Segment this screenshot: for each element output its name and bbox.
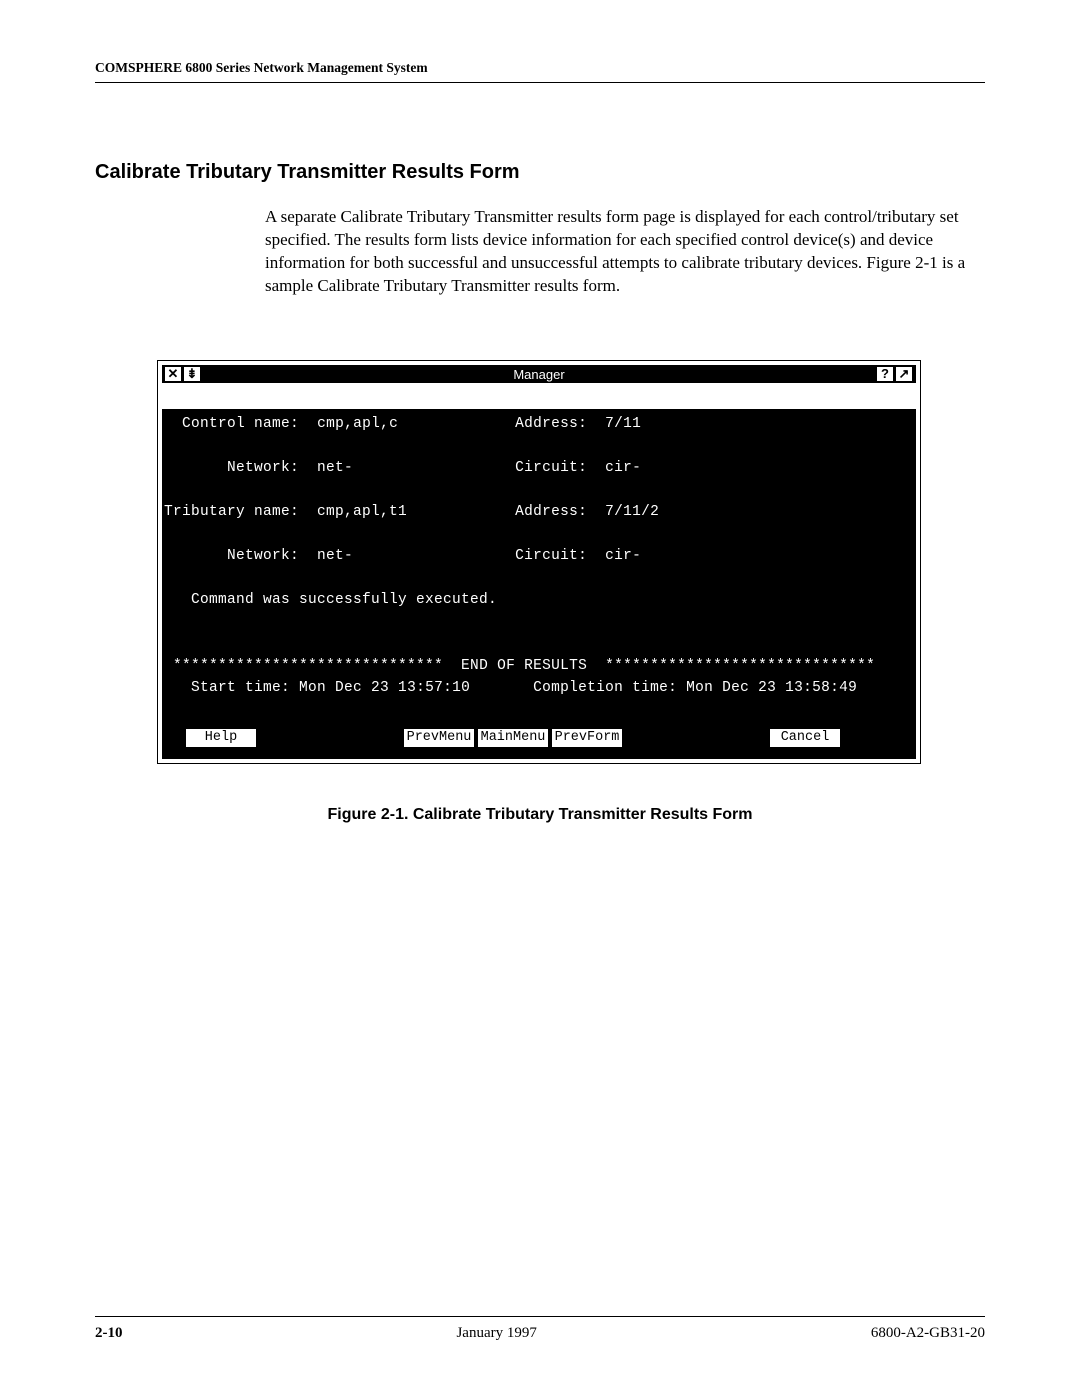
terminal-titlebar: ✕ ⇟ Manager ? ↗: [162, 365, 916, 383]
footer-doc-id: 6800-A2-GB31-20: [871, 1325, 985, 1342]
prevmenu-button[interactable]: PrevMenu: [404, 729, 474, 747]
figure-caption: Figure 2-1. Calibrate Tributary Transmit…: [95, 806, 985, 824]
network2-value: net-: [317, 548, 353, 564]
circuit1-label: Circuit:: [515, 460, 587, 476]
resize-icon[interactable]: ↗: [895, 366, 913, 382]
menu-empty-slot: [626, 729, 694, 747]
terminal-menu-bar: Help PrevMenu MainMenu PrevForm Cancel: [162, 727, 916, 751]
trib-addr-value: 7/11/2: [605, 504, 659, 520]
help-icon[interactable]: ?: [876, 366, 894, 382]
page-label: Page: [836, 388, 872, 404]
terminal-subtitle-bar: RESULTS - CALIBRATE TRIBUTARY TRANSMITTE…: [162, 383, 916, 409]
page-number: 1: [899, 388, 908, 404]
control-addr-label: Address:: [515, 416, 587, 432]
minimize-icon[interactable]: ⇟: [183, 366, 201, 382]
terminal-window: ✕ ⇟ Manager ? ↗ RESULTS - CALIBRATE TRIB…: [162, 365, 916, 759]
end-of-results: ****************************** END OF RE…: [173, 658, 875, 674]
trib-name-label: Tributary name:: [164, 504, 299, 520]
section-heading: Calibrate Tributary Transmitter Results …: [95, 161, 985, 184]
network1-label: Network:: [227, 460, 299, 476]
trib-name-value: cmp,apl,t1: [317, 504, 407, 520]
circuit1-value: cir-: [605, 460, 641, 476]
close-icon[interactable]: ✕: [164, 366, 182, 382]
circuit2-value: cir-: [605, 548, 641, 564]
completion-time-value: Mon Dec 23 13:58:49: [686, 680, 857, 696]
control-name-value: cmp,apl,c: [317, 416, 398, 432]
menu-empty-slot: [260, 729, 328, 747]
menu-empty-slot: [332, 729, 400, 747]
control-name-label: Control name:: [182, 416, 299, 432]
start-time-value: Mon Dec 23 13:57:10: [299, 680, 470, 696]
mainmenu-button[interactable]: MainMenu: [478, 729, 548, 747]
paragraph-text: A separate Calibrate Tributary Transmitt…: [265, 206, 985, 298]
trib-addr-label: Address:: [515, 504, 587, 520]
network2-label: Network:: [227, 548, 299, 564]
menu-empty-slot: [698, 729, 766, 747]
cancel-button[interactable]: Cancel: [770, 729, 840, 747]
page-footer: 2-10 January 1997 6800-A2-GB31-20: [95, 1316, 985, 1342]
terminal-subtitle: RESULTS - CALIBRATE TRIBUTARY TRANSMITTE…: [372, 385, 836, 407]
status-message: Command was successfully executed.: [191, 592, 497, 608]
results-text: Control name: cmp,apl,c Address: 7/11 Ne…: [164, 413, 914, 699]
window-title: Manager: [513, 367, 564, 381]
section-paragraph: A separate Calibrate Tributary Transmitt…: [265, 206, 985, 298]
terminal-window-frame: ✕ ⇟ Manager ? ↗ RESULTS - CALIBRATE TRIB…: [157, 360, 921, 764]
network1-value: net-: [317, 460, 353, 476]
completion-time-label: Completion time:: [533, 680, 677, 696]
footer-page-number: 2-10: [95, 1325, 123, 1342]
terminal-body: Control name: cmp,apl,c Address: 7/11 Ne…: [162, 409, 916, 699]
start-time-label: Start time:: [191, 680, 290, 696]
running-header: COMSPHERE 6800 Series Network Management…: [95, 60, 985, 83]
footer-date: January 1997: [456, 1325, 536, 1342]
circuit2-label: Circuit:: [515, 548, 587, 564]
prevform-button[interactable]: PrevForm: [552, 729, 622, 747]
help-button[interactable]: Help: [186, 729, 256, 747]
control-addr-value: 7/11: [605, 416, 641, 432]
